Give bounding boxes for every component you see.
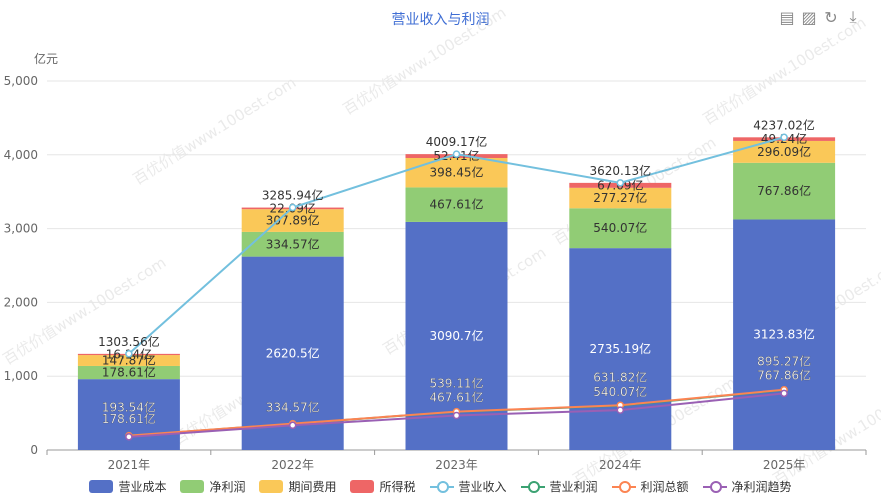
overlap-label-operating_profit: 539.11亿 [430,376,484,391]
bar-net_profit [569,208,672,249]
download-icon[interactable]: ⤓ [849,7,857,26]
revenue-label: 3620.13亿 [589,163,651,178]
y-axis-unit: 亿元 [34,52,59,66]
revenue-label: 4237.02亿 [753,117,815,132]
point-revenue [452,150,461,158]
legend-label: 净利润 [209,480,246,494]
bar-period_expense [241,209,344,232]
bar-label-period_expense: 147.87亿 [102,353,156,368]
y-tick-label: 1,000 [4,369,38,383]
overlap-label-operating_profit: 193.54亿 [102,400,156,415]
save-image-icon[interactable]: ▨ [801,7,817,27]
point-revenue [616,179,625,187]
legend-label: 所得税 [379,480,416,494]
x-tick-label: 2021年 [108,458,151,472]
legend-circle [709,481,722,493]
overlap-label-operating_profit: 631.82亿 [593,370,647,385]
bar-label-net_profit: 540.07亿 [593,220,647,235]
legend-circle [618,481,631,493]
legend-swatch [89,480,114,493]
bar-label-period_expense: 398.45亿 [430,165,484,180]
bar-label-period_expense: 307.89亿 [266,213,320,228]
legend-line-marker [702,480,727,493]
point-revenue [780,133,788,142]
legend-line-marker [520,480,545,493]
y-tick-label: 2,000 [4,295,38,309]
bar-period_expense [77,355,180,366]
legend-item[interactable]: 净利润 [180,478,245,495]
net-profit-trend-label: 178.61亿 [102,411,156,426]
point-net_profit_trend [780,389,788,398]
legend-swatch [259,480,284,493]
bar-cost [569,248,672,450]
legend-item[interactable]: 营业利润 [520,478,598,495]
legend-item[interactable]: 所得税 [350,478,416,495]
bar-label-period_expense: 296.09亿 [757,144,811,159]
bar-cost [733,219,836,450]
bar-label-cost: 2620.5亿 [266,345,320,360]
bar-net_profit [405,187,508,222]
chart-toolbar: ▤ ▨ ↻ ⤓ [778,7,862,27]
y-tick-label: 4,000 [4,148,38,162]
bar-net_profit [241,231,344,257]
bar-period_expense [733,140,836,163]
revenue-label: 4009.17亿 [426,134,488,149]
legend-label: 净利润趋势 [731,480,792,494]
legend-line-marker [429,480,454,493]
bar-label-net_profit: 334.57亿 [266,236,320,251]
bar-net_profit [77,365,180,380]
x-tick-label: 2024年 [599,458,642,472]
revenue-profit-chart: 0 1,000 2,000 3,000 4,000 5,000 2021年 2022年 2023… [4,74,867,472]
bar-label-net_profit: 767.86亿 [757,183,811,198]
bar-label-net_profit: 178.61亿 [102,365,156,380]
revenue-label: 3285.94亿 [262,187,324,202]
legend-label: 营业收入 [458,480,507,494]
data-view-icon[interactable]: ▤ [779,7,795,27]
legend-item[interactable]: 营业成本 [89,478,166,495]
point-revenue [125,350,133,358]
y-tick-label: 5,000 [4,74,38,88]
point-net_profit_trend [288,421,297,430]
y-tick-label: 3,000 [4,222,38,236]
x-tick-label: 2025年 [763,458,806,472]
restore-icon[interactable]: ↻ [824,7,838,27]
bar-label-cost: 2735.19亿 [589,341,651,356]
legend-label: 期间费用 [288,480,337,494]
bar-label-period_expense: 277.27亿 [593,190,647,205]
legend-label: 营业成本 [118,480,167,494]
legend-swatch [180,480,205,493]
y-tick-label: 0 [30,443,38,457]
legend-label: 利润总额 [640,480,689,494]
bar-label-net_profit: 467.61亿 [430,197,484,212]
bar-label-cost: 3090.7亿 [430,328,484,343]
bar-cost [241,256,344,450]
net-profit-trend-label: 467.61亿 [430,389,484,404]
chart-legend: 营业成本 净利润 期间费用 所得税 营业收入 营业利润 利润总额 净利润趋势 [0,478,881,495]
legend-item[interactable]: 期间费用 [259,478,336,495]
legend-label: 营业利润 [549,480,598,494]
legend-circle [436,481,449,493]
overlap-label-total_profit: 895.27亿 [757,354,811,369]
legend-line-marker [611,480,636,493]
point-net_profit_trend [125,433,133,441]
net-profit-trend-label: 334.57亿 [266,399,320,414]
bar-net_profit [733,162,836,220]
legend-swatch [350,480,375,493]
point-net_profit_trend [616,406,625,414]
bar-period_expense [405,157,508,188]
net-profit-trend-label: 540.07亿 [593,384,647,399]
point-revenue [288,203,297,212]
x-tick-label: 2022年 [271,458,314,472]
revenue-label: 1303.56亿 [98,334,160,349]
legend-item[interactable]: 营业收入 [429,478,507,495]
x-tick-label: 2023年 [435,458,478,472]
bar-label-cost: 3123.83亿 [753,327,815,342]
legend-circle [527,481,540,493]
net-profit-trend-label: 767.86亿 [757,367,811,382]
chart-title: 营业收入与利润 [391,12,490,28]
point-net_profit_trend [452,411,461,420]
bar-period_expense [569,187,672,209]
legend-item[interactable]: 利润总额 [611,478,689,495]
legend-item[interactable]: 净利润趋势 [702,478,792,495]
